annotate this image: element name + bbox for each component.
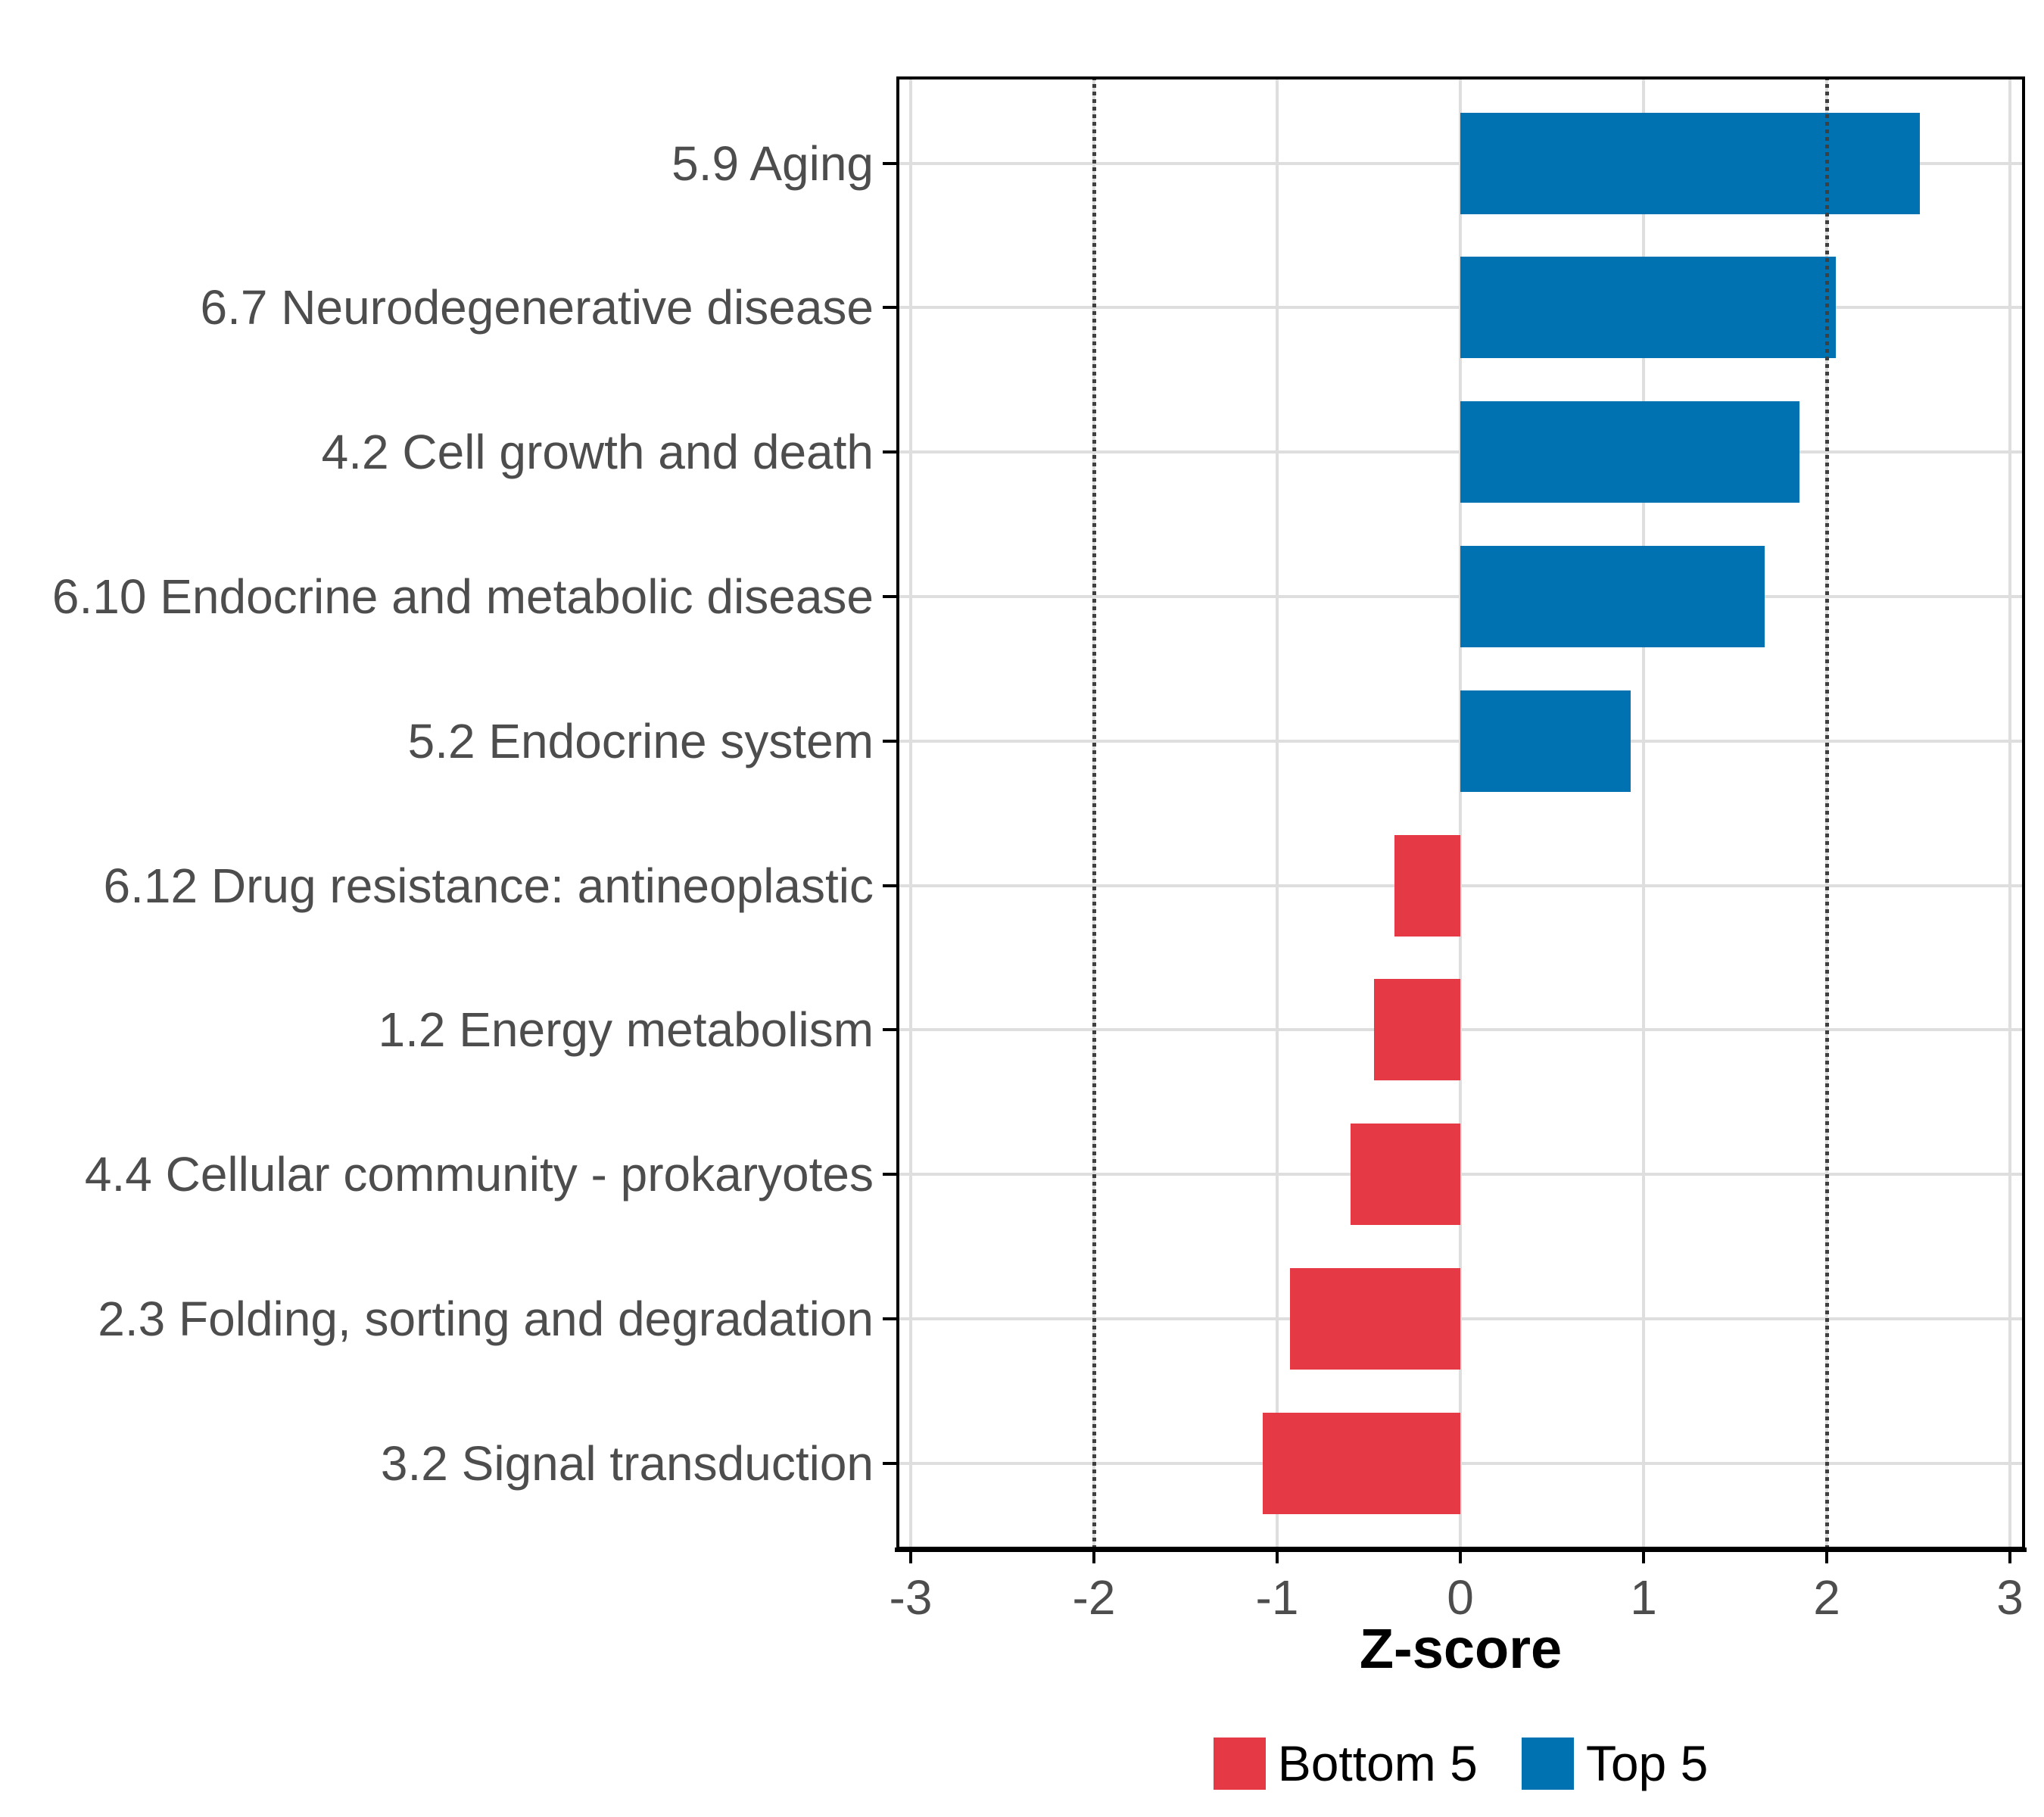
x-tick-mark [1092, 1550, 1095, 1563]
y-axis-label: 5.9 Aging [671, 136, 874, 191]
bar-top-5 [1460, 112, 1921, 214]
x-tick-label: 1 [1630, 1570, 1657, 1625]
bar-bottom-5 [1262, 1412, 1460, 1514]
legend: Bottom 5 Top 5 [896, 1737, 2025, 1790]
y-tick-mark [883, 161, 896, 165]
bar-top-5 [1460, 690, 1631, 792]
x-tick-mark [909, 1550, 912, 1563]
y-axis-label: 1.2 Energy metabolism [378, 1002, 874, 1058]
x-tick-mark [2008, 1550, 2011, 1563]
vertical-gridline [1642, 76, 1645, 1550]
x-tick-mark [1276, 1550, 1279, 1563]
bar-top-5 [1460, 401, 1799, 503]
x-tick-label: -3 [889, 1570, 933, 1625]
bar-top-5 [1460, 545, 1765, 647]
x-tick-mark [1825, 1550, 1828, 1563]
plot-panel [895, 76, 2027, 1552]
x-tick-mark [1459, 1550, 1462, 1563]
legend-item: Top 5 [1521, 1735, 1709, 1791]
y-axis-label: 2.3 Folding, sorting and degradation [98, 1291, 874, 1346]
x-axis-title: Z-score [1359, 1617, 1563, 1680]
x-tick-label: 3 [1996, 1570, 2024, 1625]
y-tick-mark [883, 594, 896, 598]
x-tick-label: -2 [1072, 1570, 1116, 1625]
vertical-gridline [909, 76, 912, 1550]
y-axis-label: 6.7 Neurodegenerative disease [200, 280, 874, 335]
legend-label: Top 5 [1585, 1735, 1709, 1791]
y-tick-mark [883, 1173, 896, 1177]
y-tick-mark [883, 739, 896, 743]
y-tick-mark [883, 450, 896, 454]
reference-line [1824, 76, 1829, 1550]
y-axis-label: 4.2 Cell growth and death [321, 425, 874, 480]
bar-bottom-5 [1289, 1267, 1460, 1370]
vertical-gridline [1276, 76, 1279, 1550]
y-tick-mark [883, 884, 896, 887]
y-axis-label: 3.2 Signal transduction [380, 1435, 874, 1491]
x-tick-label: -1 [1255, 1570, 1299, 1625]
y-axis-label: 4.4 Cellular community - prokaryotes [84, 1147, 874, 1202]
vertical-gridline [1459, 76, 1462, 1550]
y-tick-mark [883, 1461, 896, 1465]
bar-bottom-5 [1374, 979, 1460, 1081]
y-axis-label: 6.10 Endocrine and metabolic disease [51, 569, 874, 624]
y-tick-mark [883, 1028, 896, 1032]
legend-label: Bottom 5 [1277, 1735, 1478, 1791]
vertical-gridline [2008, 76, 2011, 1550]
x-tick-label: 2 [1813, 1570, 1840, 1625]
reference-line [1092, 76, 1096, 1550]
y-tick-mark [883, 1317, 896, 1320]
y-tick-mark [883, 306, 896, 310]
bar-bottom-5 [1350, 1124, 1460, 1226]
bar-top-5 [1460, 257, 1837, 359]
x-tick-mark [1642, 1550, 1645, 1563]
legend-swatch [1521, 1737, 1574, 1790]
y-axis-label: 6.12 Drug resistance: antineoplastic [103, 858, 874, 913]
bar-bottom-5 [1394, 834, 1460, 937]
y-axis-label: 5.2 Endocrine system [407, 713, 874, 768]
legend-item: Bottom 5 [1213, 1735, 1478, 1791]
x-tick-label: 0 [1447, 1570, 1474, 1625]
legend-swatch [1213, 1737, 1266, 1790]
